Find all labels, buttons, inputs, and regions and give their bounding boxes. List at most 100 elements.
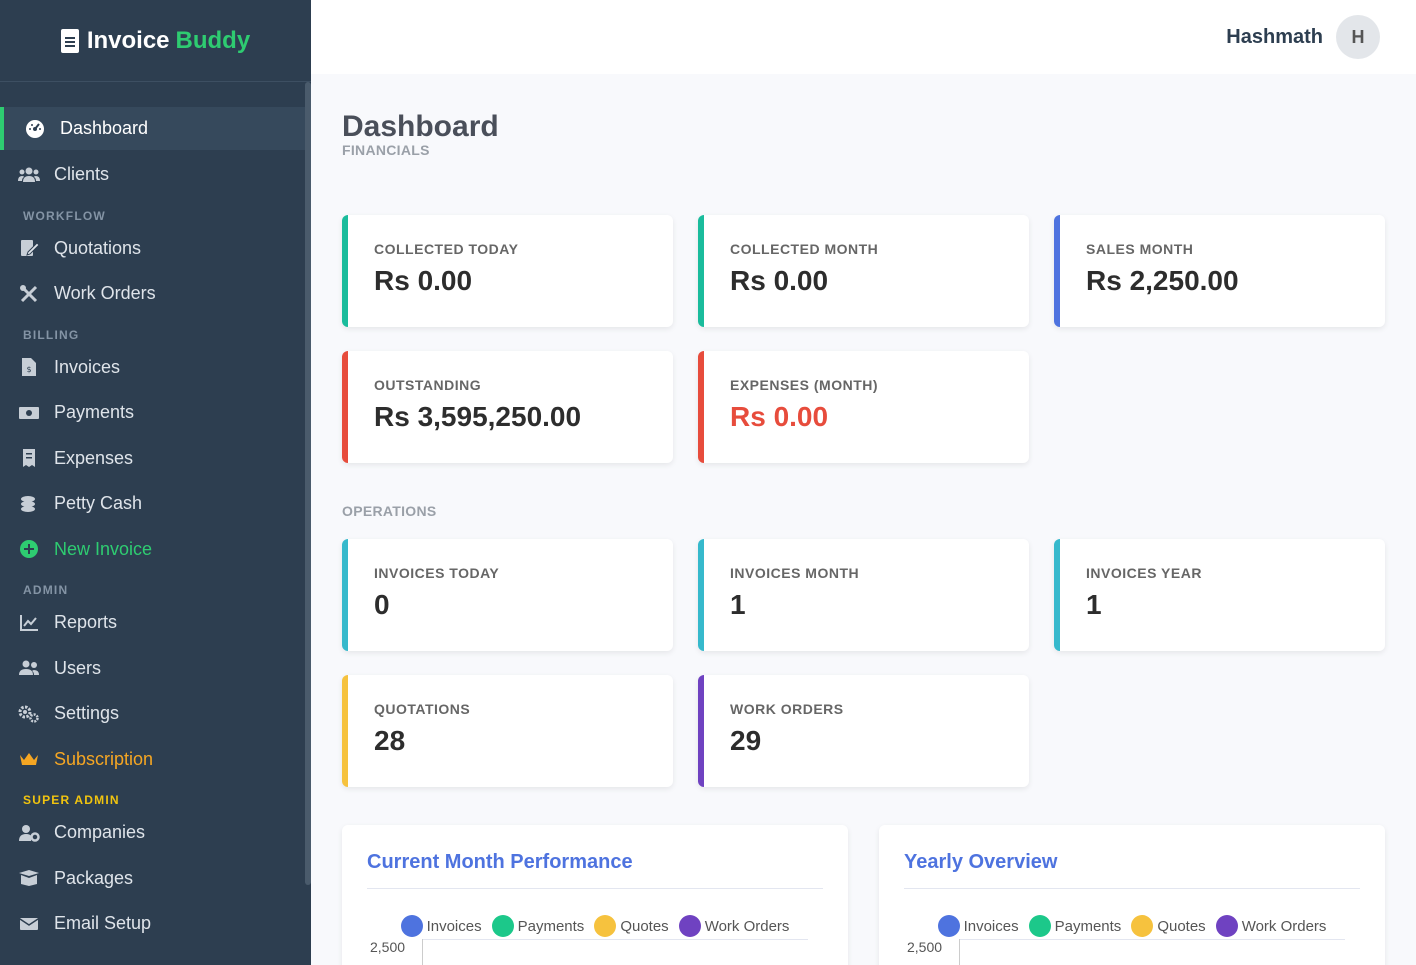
sidebar-item-label: Work Orders (54, 283, 156, 304)
user-group-icon (18, 658, 40, 678)
legend-swatch (1028, 915, 1051, 937)
receipt-icon (18, 448, 40, 468)
sidebar-item-quotations[interactable]: Quotations (0, 226, 311, 272)
user-name[interactable]: Hashmath (1226, 25, 1323, 48)
main-content: Dashboard FINANCIALS COLLECTED TODAY Rs … (342, 74, 1386, 965)
stat-card-invoices-year[interactable]: INVOICES YEAR 1 (1054, 539, 1385, 651)
charts-row: Current Month Performance Invoices Payme… (342, 825, 1386, 965)
legend-item-quotes[interactable]: Quotes (594, 915, 669, 937)
section-title-operations: OPERATIONS (342, 503, 437, 519)
brand-logo[interactable]: Invoice Buddy (0, 0, 311, 82)
stat-card-work-orders[interactable]: WORK ORDERS 29 (698, 675, 1029, 787)
section-label-super-admin: SUPER ADMIN (23, 793, 120, 807)
legend-item-invoices[interactable]: Invoices (400, 915, 482, 937)
stat-value: 28 (374, 725, 406, 756)
stat-label: INVOICES YEAR (1086, 565, 1202, 581)
file-invoice-icon (60, 28, 79, 53)
chart-legend: Invoices Payments Quotes Work Orders (904, 915, 1360, 937)
legend-item-invoices[interactable]: Invoices (937, 915, 1019, 937)
section-label-admin: ADMIN (23, 583, 69, 597)
sidebar-item-petty-cash[interactable]: Petty Cash (0, 481, 311, 527)
legend-swatch (400, 915, 423, 937)
legend-swatch (1215, 915, 1238, 937)
section-label-billing: BILLING (23, 327, 80, 342)
legend-swatch (1131, 915, 1154, 937)
sidebar-item-label: Reports (54, 612, 118, 633)
sidebar-item-label: Clients (54, 164, 110, 185)
sidebar-item-label: Subscription (54, 748, 154, 769)
plus-circle-icon (18, 539, 40, 559)
legend-label: Payments (517, 917, 585, 935)
chart-title: Current Month Performance (367, 851, 823, 889)
legend-item-quotes[interactable]: Quotes (1131, 915, 1206, 937)
stat-card-invoices-today[interactable]: INVOICES TODAY 0 (342, 539, 673, 651)
sidebar-item-work-orders[interactable]: Work Orders (0, 271, 311, 317)
brand-name-accent: Buddy (175, 26, 251, 54)
stat-card-quotations[interactable]: QUOTATIONS 28 (342, 675, 673, 787)
y-tick-label: 2,500 (907, 939, 943, 955)
stat-label: OUTSTANDING (374, 377, 482, 393)
stat-value: Rs 3,595,250.00 (374, 401, 582, 432)
stat-card-collected-today[interactable]: COLLECTED TODAY Rs 0.00 (342, 215, 673, 327)
sidebar-item-new-invoice[interactable]: New Invoice (0, 527, 311, 573)
stat-label: WORK ORDERS (730, 701, 844, 717)
section-title-financials: FINANCIALS (342, 142, 430, 158)
chart-line-icon (18, 613, 40, 633)
sidebar-item-dashboard[interactable]: Dashboard (0, 107, 311, 150)
sidebar-item-invoices[interactable]: $ Invoices (0, 345, 311, 391)
stat-card-invoices-month[interactable]: INVOICES MONTH 1 (698, 539, 1029, 651)
legend-item-work-orders[interactable]: Work Orders (678, 915, 789, 937)
gauge-icon (24, 119, 46, 139)
sidebar-item-companies[interactable]: Companies (0, 810, 311, 856)
invoice-icon: $ (18, 357, 40, 377)
legend-item-payments[interactable]: Payments (1028, 915, 1122, 937)
stat-value: 1 (1086, 589, 1102, 620)
stat-value: 0 (374, 589, 390, 620)
sidebar-item-subscription[interactable]: Subscription (0, 737, 311, 783)
legend-label: Quotes (1157, 917, 1206, 935)
stat-card-outstanding[interactable]: OUTSTANDING Rs 3,595,250.00 (342, 351, 673, 463)
chart-card-current-month: Current Month Performance Invoices Payme… (342, 825, 848, 965)
svg-text:$: $ (26, 365, 31, 374)
sidebar-item-label: Expenses (54, 447, 134, 468)
legend-label: Payments (1054, 917, 1122, 935)
sidebar-item-label: Settings (54, 703, 120, 724)
sidebar-item-packages[interactable]: Packages (0, 856, 311, 902)
topbar: Hashmath H (311, 0, 1416, 74)
cogs-icon (18, 704, 40, 724)
stat-card-collected-month[interactable]: COLLECTED MONTH Rs 0.00 (698, 215, 1029, 327)
y-tick-label: 2,500 (370, 939, 406, 955)
sidebar-item-users[interactable]: Users (0, 646, 311, 692)
sidebar-item-email-setup[interactable]: Email Setup (0, 901, 311, 947)
section-label-workflow: WORKFLOW (23, 208, 106, 223)
legend-item-work-orders[interactable]: Work Orders (1215, 915, 1327, 937)
stat-label: EXPENSES (MONTH) (730, 377, 879, 393)
stat-value: Rs 0.00 (730, 265, 829, 296)
sidebar: Invoice Buddy Dashboard Clients WORKFLOW … (0, 0, 311, 965)
sidebar-scrollbar[interactable] (305, 82, 311, 885)
sidebar-item-reports[interactable]: Reports (0, 600, 311, 646)
stat-value: Rs 2,250.00 (1086, 265, 1239, 296)
users-icon (18, 165, 40, 185)
sidebar-item-settings[interactable]: Settings (0, 691, 311, 737)
legend-swatch (594, 915, 617, 937)
legend-item-payments[interactable]: Payments (491, 915, 585, 937)
chart-card-yearly-overview: Yearly Overview Invoices Payments Quotes… (879, 825, 1385, 965)
money-bill-icon (18, 403, 40, 423)
stat-card-expenses-month[interactable]: EXPENSES (MONTH) Rs 0.00 (698, 351, 1029, 463)
chart-y-axis (422, 939, 423, 965)
chart-legend: Invoices Payments Quotes Work Orders (367, 915, 823, 937)
sidebar-item-clients[interactable]: Clients (0, 152, 311, 198)
stat-card-sales-month[interactable]: SALES MONTH Rs 2,250.00 (1054, 215, 1385, 327)
sidebar-item-label: Companies (54, 822, 146, 843)
stat-value: Rs 0.00 (730, 401, 829, 432)
stat-value: 1 (730, 589, 746, 620)
legend-label: Work Orders (1241, 917, 1327, 935)
sidebar-item-label: Users (54, 657, 102, 678)
sidebar-item-payments[interactable]: Payments (0, 390, 311, 436)
stat-label: COLLECTED TODAY (374, 241, 519, 257)
avatar[interactable]: H (1336, 15, 1380, 59)
sidebar-item-label: Packages (54, 867, 134, 888)
stat-label: INVOICES TODAY (374, 565, 500, 581)
sidebar-item-expenses[interactable]: Expenses (0, 436, 311, 482)
